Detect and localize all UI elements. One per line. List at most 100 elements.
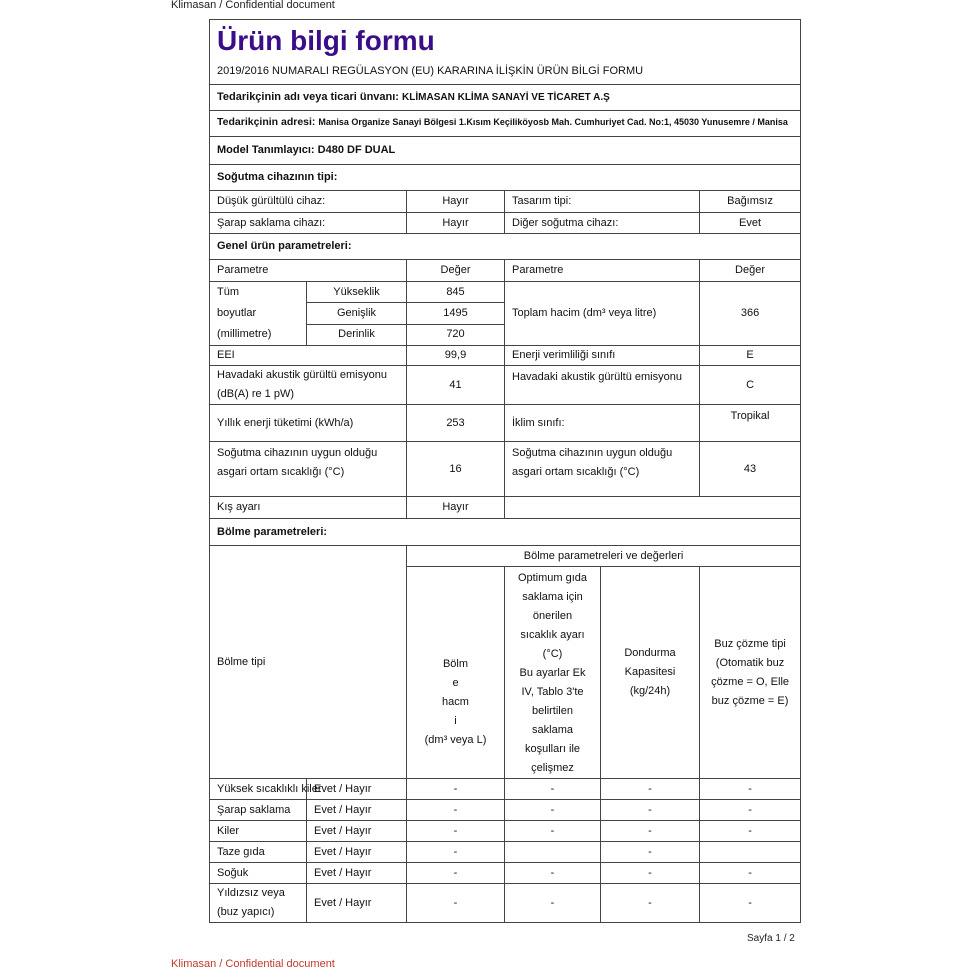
annual-energy-value: 253 [406,404,505,442]
compartment-value: - [504,862,601,884]
noise-label: Havadaki akustik gürültü emisyonu (dB(A) … [209,365,407,405]
page-number: Sayfa 1 / 2 [747,933,795,944]
regulation-subtitle: 2019/2016 NUMARALI REGÜLASYON (EU) KARAR… [208,59,802,85]
annual-energy-label: Yıllık enerji tüketimi (kWh/a) [209,404,407,442]
compartment-value: - [698,799,802,821]
supplier-address: Manisa Organize Sanayi Bölgesi 1.Kısım K… [318,117,788,127]
design-type-value: Bağımsız [698,190,802,213]
compartment-present: Evet / Hayır [306,778,407,800]
energy-class-label: Enerji verimliliği sınıfı [504,345,700,366]
param-header: Parametre [209,259,407,282]
supplier-name: KLİMASAN KLİMA SANAYİ VE TİCARET A.Ş [402,92,610,103]
compartment-value: - [698,820,802,842]
depth-label: Derinlik [306,323,407,347]
compartment-value: - [406,799,505,821]
compartment-group-header: Bölme parametreleri ve değerleri [405,545,802,567]
winter-setting-label: Kış ayarı [209,496,407,519]
supplier-address-label: Tedarikçinin adresi: [217,116,316,128]
compartment-row: Şarap saklama Evet / Hayır - - - - [209,799,802,821]
other-cooling-label: Diğer soğutma cihazı: [504,212,700,234]
energy-class-value: E [698,345,802,366]
compartment-present: Evet / Hayır [306,862,407,884]
compartment-params-heading: Bölme parametreleri: [208,518,802,546]
dimensions-label: Tüm boyutlar (millimetre) [209,281,307,346]
other-cooling-value: Evet [698,212,802,234]
winter-setting-value: Hayır [406,496,505,519]
confidential-footer: Klimasan / Confidential document [171,958,335,970]
min-temp-label: Soğutma cihazının uygun olduğu asgari ort… [209,441,407,497]
model-row: Model Tanımlayıcı: D480 DF DUAL [208,136,802,165]
compartment-name: Soğuk [209,862,307,884]
compartment-value: - [504,778,601,800]
compartment-present: Evet / Hayır [306,841,407,863]
eei-value: 99,9 [406,345,505,366]
noise-class-value: C [698,365,802,405]
climate-class-value: Tropikal [698,404,802,442]
model-identifier: D480 DF DUAL [317,144,396,156]
compartment-value: - [698,778,802,800]
height-label: Yükseklik [306,280,407,304]
compartment-value: - [600,820,700,842]
compartment-value: - [406,883,505,923]
compartment-value: - [600,883,700,923]
supplier-address-row: Tedarikçinin adresi: Manisa Organize San… [208,110,802,137]
compartment-name: Şarap saklama [209,799,307,821]
noise-value: 41 [406,365,505,405]
temp-col-header: Optimum gıda saklama için önerilen sıcaklık… [504,566,601,779]
value-header-2: Değer [698,259,802,282]
noise-class-label: Havadaki akustik gürültü emisyonu [504,365,700,405]
compartment-type-header: Bölme tipi [209,545,407,779]
compartment-row: Taze gıda Evet / Hayır - - [209,841,802,863]
compartment-present: Evet / Hayır [306,799,407,821]
model-label: Model Tanımlayıcı: [217,144,315,156]
width-value: 1495 [406,302,505,325]
compartment-value: - [406,841,505,863]
volume-col-header: Bölm e hacm i (dm³ veya L) [406,566,505,779]
compartment-name: Taze gıda [209,841,307,863]
supplier-name-label: Tedarikçinin adı veya ticari ünvanı: [217,91,399,103]
compartment-name: Yüksek sıcaklıklı kiler [209,778,322,800]
compartment-value: - [406,778,505,800]
supplier-name-row: Tedarikçinin adı veya ticari ünvanı: KLİ… [208,84,802,111]
compartment-value: - [698,883,802,923]
compartment-row: Yıldızsız veya (buz yapıcı) Evet / Hayır - -… [209,883,802,923]
height-value: 845 [406,280,505,304]
compartment-value [504,841,601,863]
compartment-value: - [698,862,802,884]
defrost-col-header: Buz çözme tipi (Otomatik buz çözme = O, El… [698,566,802,779]
confidential-header: Klimasan / Confidential document [171,0,335,11]
compartment-value: - [406,862,505,884]
max-temp-label: Soğutma cihazının uygun olduğu asgari ort… [504,441,700,497]
compartment-value: - [406,820,505,842]
compartment-value: - [504,799,601,821]
width-label: Genişlik [306,302,407,325]
compartment-value: - [600,799,700,821]
compartment-name: Kiler [209,820,307,842]
cooling-type-heading: Soğutma cihazının tipi: [208,164,802,191]
compartment-row: Yüksek sıcaklıklı kiler Evet / Hayır - - - - [209,778,802,800]
compartment-present: Evet / Hayır [306,820,407,842]
general-params-heading: Genel ürün parametreleri: [208,233,802,260]
product-info-form: Ürün bilgi formu 2019/2016 NUMARALI REGÜ… [208,19,802,923]
page-title: Ürün bilgi formu [208,19,802,60]
compartment-row: Soğuk Evet / Hayır - - - - [209,862,802,884]
eei-label: EEI [209,345,407,366]
total-volume-value: 366 [698,281,802,346]
value-header: Değer [406,259,505,282]
compartment-value: - [600,778,700,800]
depth-value: 720 [406,323,505,347]
param-header-2: Parametre [504,259,700,282]
compartment-value: - [600,862,700,884]
compartment-value: - [504,883,601,923]
low-noise-label: Düşük gürültülü cihaz: [209,190,407,213]
low-noise-value: Hayır [406,190,505,213]
compartment-value: - [504,820,601,842]
compartment-present: Evet / Hayır [306,883,407,923]
design-type-label: Tasarım tipi: [504,190,700,213]
compartment-row: Kiler Evet / Hayır - - - - [209,820,802,842]
climate-class-label: İklim sınıfı: [504,404,700,442]
min-temp-value: 16 [406,441,505,497]
compartment-value: - [600,841,700,863]
compartment-value [698,841,802,863]
freeze-col-header: Dondurma Kapasitesi (kg/24h) [600,566,700,779]
